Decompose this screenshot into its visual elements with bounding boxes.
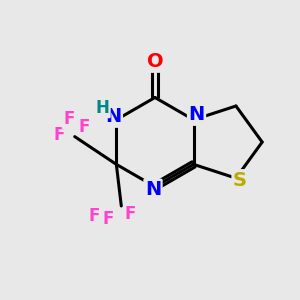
Text: F: F bbox=[63, 110, 74, 128]
Text: N: N bbox=[145, 180, 161, 199]
Text: N: N bbox=[188, 105, 205, 124]
Text: F: F bbox=[79, 118, 90, 136]
Text: N: N bbox=[105, 107, 122, 126]
Text: O: O bbox=[147, 52, 163, 71]
Text: F: F bbox=[53, 126, 64, 144]
Text: S: S bbox=[233, 171, 247, 190]
Text: H: H bbox=[95, 99, 110, 117]
Text: F: F bbox=[124, 205, 136, 223]
Text: F: F bbox=[103, 210, 114, 228]
Text: F: F bbox=[89, 207, 100, 225]
